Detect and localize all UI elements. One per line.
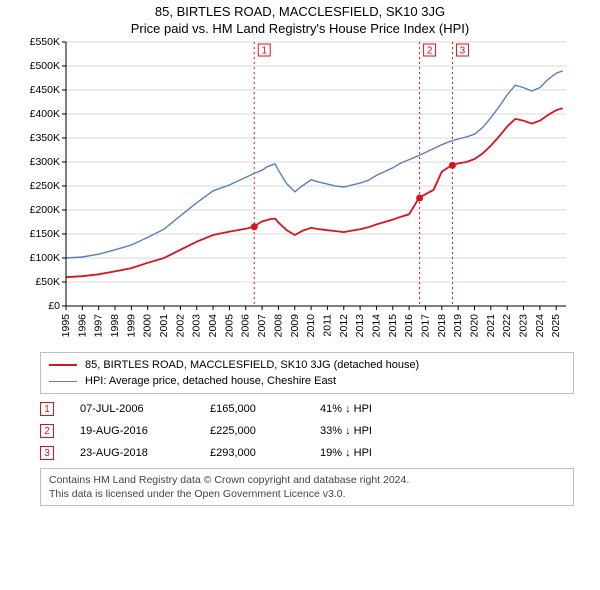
- legend-item: 85, BIRTLES ROAD, MACCLESFIELD, SK10 3JG…: [49, 357, 565, 373]
- svg-text:2001: 2001: [158, 314, 170, 338]
- title-main: 85, BIRTLES ROAD, MACCLESFIELD, SK10 3JG: [0, 4, 600, 19]
- footer-line-1: Contains HM Land Registry data © Crown c…: [49, 473, 565, 487]
- legend-label: HPI: Average price, detached house, Ches…: [85, 373, 336, 389]
- svg-text:£0: £0: [48, 300, 60, 312]
- svg-text:2003: 2003: [191, 314, 203, 338]
- svg-text:2008: 2008: [272, 314, 284, 338]
- svg-text:2009: 2009: [289, 314, 301, 338]
- event-marker: 1: [40, 402, 54, 416]
- svg-text:£350K: £350K: [30, 132, 60, 144]
- svg-text:1998: 1998: [109, 314, 121, 338]
- figure-root: 85, BIRTLES ROAD, MACCLESFIELD, SK10 3JG…: [0, 0, 600, 590]
- svg-text:2018: 2018: [436, 314, 448, 338]
- svg-text:2022: 2022: [501, 314, 513, 338]
- footer-line-2: This data is licensed under the Open Gov…: [49, 487, 565, 501]
- svg-text:3: 3: [460, 46, 466, 57]
- svg-text:2006: 2006: [240, 314, 252, 338]
- svg-text:£300K: £300K: [30, 156, 60, 168]
- svg-text:£450K: £450K: [30, 84, 60, 96]
- svg-text:2015: 2015: [387, 314, 399, 338]
- svg-text:2005: 2005: [223, 314, 235, 338]
- svg-text:2010: 2010: [305, 314, 317, 338]
- svg-text:1999: 1999: [125, 314, 137, 338]
- svg-text:2025: 2025: [550, 314, 562, 338]
- legend-swatch: [49, 381, 77, 382]
- event-marker: 2: [40, 424, 54, 438]
- svg-text:2013: 2013: [354, 314, 366, 338]
- legend: 85, BIRTLES ROAD, MACCLESFIELD, SK10 3JG…: [40, 352, 574, 394]
- svg-text:1995: 1995: [60, 314, 72, 338]
- svg-text:1997: 1997: [93, 314, 105, 338]
- event-marker: 3: [40, 446, 54, 460]
- event-price: £293,000: [210, 447, 320, 459]
- event-diff: 33% ↓ HPI: [320, 425, 372, 437]
- svg-text:2000: 2000: [142, 314, 154, 338]
- event-row: 2 19-AUG-2016£225,00033% ↓ HPI: [40, 424, 574, 438]
- legend-item: HPI: Average price, detached house, Ches…: [49, 373, 565, 389]
- price-chart: £0 £50K £100K £150K £200K £250K £300K £350K £400…: [20, 36, 580, 346]
- svg-text:£550K: £550K: [30, 36, 60, 48]
- event-row: 1 07-JUL-2006£165,00041% ↓ HPI: [40, 402, 574, 416]
- svg-text:2024: 2024: [534, 314, 546, 338]
- event-diff: 19% ↓ HPI: [320, 447, 372, 459]
- event-price: £225,000: [210, 425, 320, 437]
- svg-text:2004: 2004: [207, 314, 219, 338]
- svg-text:2020: 2020: [468, 314, 480, 338]
- event-date: 07-JUL-2006: [80, 403, 210, 415]
- svg-text:£500K: £500K: [30, 60, 60, 72]
- attribution-footer: Contains HM Land Registry data © Crown c…: [40, 468, 574, 506]
- svg-text:2002: 2002: [174, 314, 186, 338]
- svg-text:2023: 2023: [518, 314, 530, 338]
- svg-text:£150K: £150K: [30, 228, 60, 240]
- svg-text:2011: 2011: [321, 314, 333, 337]
- legend-swatch: [49, 364, 77, 366]
- svg-text:2019: 2019: [452, 314, 464, 338]
- svg-text:£250K: £250K: [30, 180, 60, 192]
- events-table: 1 07-JUL-2006£165,00041% ↓ HPI 2 19-AUG-201…: [40, 402, 574, 460]
- title-sub: Price paid vs. HM Land Registry's House …: [0, 21, 600, 36]
- event-date: 19-AUG-2016: [80, 425, 210, 437]
- svg-text:2014: 2014: [370, 314, 382, 338]
- svg-text:1996: 1996: [76, 314, 88, 338]
- event-date: 23-AUG-2018: [80, 447, 210, 459]
- svg-text:2016: 2016: [403, 314, 415, 338]
- svg-text:1: 1: [261, 46, 267, 57]
- svg-text:2: 2: [427, 46, 433, 57]
- svg-text:2012: 2012: [338, 314, 350, 338]
- event-diff: 41% ↓ HPI: [320, 403, 372, 415]
- svg-text:2021: 2021: [485, 314, 497, 338]
- event-row: 3 23-AUG-2018£293,00019% ↓ HPI: [40, 446, 574, 460]
- legend-label: 85, BIRTLES ROAD, MACCLESFIELD, SK10 3JG…: [85, 357, 419, 373]
- svg-text:2017: 2017: [419, 314, 431, 338]
- svg-text:2007: 2007: [256, 314, 268, 338]
- event-price: £165,000: [210, 403, 320, 415]
- svg-text:£50K: £50K: [35, 276, 60, 288]
- svg-text:£400K: £400K: [30, 108, 60, 120]
- svg-text:£100K: £100K: [30, 252, 60, 264]
- titles: 85, BIRTLES ROAD, MACCLESFIELD, SK10 3JG…: [0, 0, 600, 36]
- svg-text:£200K: £200K: [30, 204, 60, 216]
